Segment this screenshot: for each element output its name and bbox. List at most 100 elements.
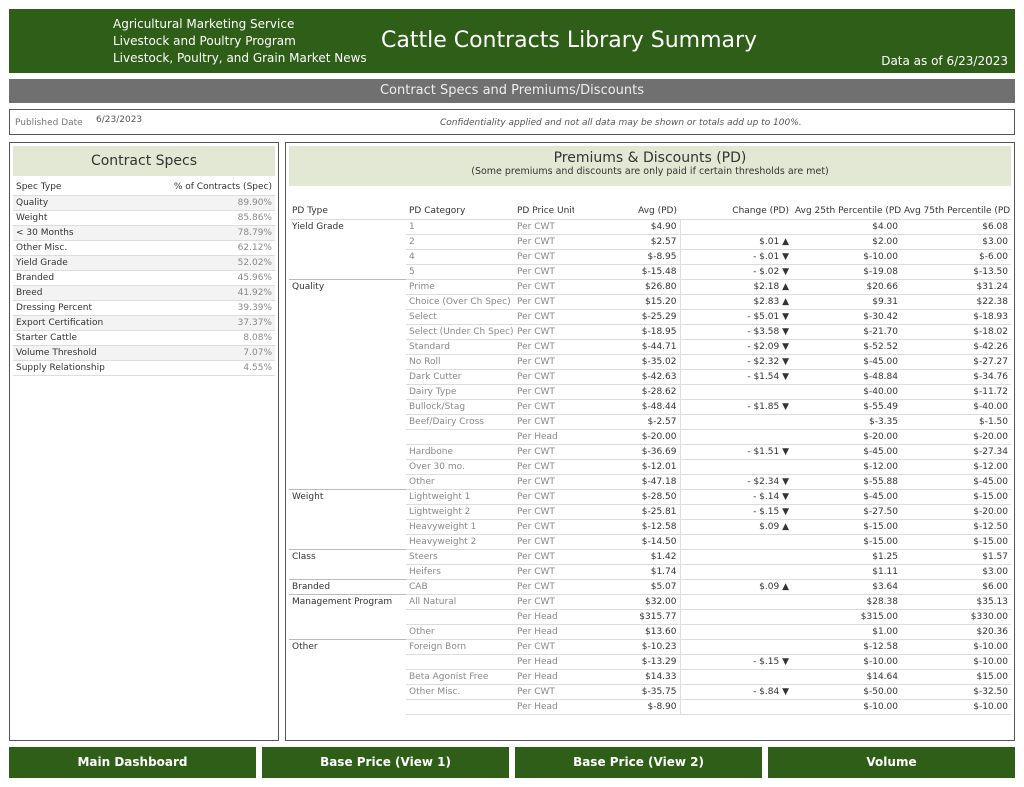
subtitle-bar: Contract Specs and Premiums/Discounts — [9, 79, 1015, 103]
pd-category: Prime — [406, 278, 514, 295]
spec-pct: 62.12% — [153, 240, 275, 256]
change — [680, 564, 792, 580]
pd-row: 4 Per CWT $-8.95- $.01 ▼ $-10.00 $-6.00 — [289, 249, 1011, 265]
published-date: 6/23/2023 — [96, 115, 143, 125]
column-header: Avg 75th Percentile (PD) — [901, 204, 1011, 220]
change — [680, 638, 792, 655]
p25: $-15.00 — [792, 534, 901, 550]
p75: $-1.50 — [901, 414, 1011, 430]
pd-type — [289, 249, 406, 264]
pd-category — [406, 654, 514, 670]
pd-category: Heavyweight 1 — [406, 519, 514, 535]
p25: $1.00 — [792, 624, 901, 640]
spec-row: Other Misc. 62.12% — [13, 240, 275, 256]
change: - $1.51 ▼ — [680, 444, 792, 460]
pd-type: Weight — [289, 488, 406, 504]
avg: $-12.58 — [574, 519, 681, 535]
contract-specs-panel: Contract Specs Spec Type% of Contracts (… — [9, 142, 279, 741]
pd-row: Weight Lightweight 1 Per CWT $-28.50- $.14 … — [289, 488, 1011, 505]
spec-row: Branded 45.96% — [13, 270, 275, 286]
change — [680, 624, 792, 640]
pd-unit: Per CWT — [514, 459, 574, 475]
pd-unit: Per CWT — [514, 264, 574, 280]
p75: $31.24 — [901, 278, 1011, 295]
change: - $.14 ▼ — [680, 488, 792, 505]
pd-category: Standard — [406, 339, 514, 355]
p75: $-10.00 — [901, 699, 1011, 715]
pd-row: Per Head $-20.00 $-20.00 $-20.00 — [289, 429, 1011, 445]
change: - $5.01 ▼ — [680, 309, 792, 325]
pd-category: Hardbone — [406, 444, 514, 460]
header: Agricultural Marketing Service Livestock… — [9, 9, 1015, 73]
panel-title: Premiums & Discounts (PD) — [553, 150, 747, 166]
pd-category: Select — [406, 309, 514, 325]
change: - $.15 ▼ — [680, 504, 792, 520]
change — [680, 414, 792, 430]
pd-row: Per Head $-8.90 $-10.00 $-10.00 — [289, 699, 1011, 715]
pd-unit: Per CWT — [514, 309, 574, 325]
change — [680, 548, 792, 565]
panel-title: Contract Specs — [13, 146, 275, 176]
pd-row: Select Per CWT $-25.29- $5.01 ▼ $-30.42 $-18… — [289, 309, 1011, 325]
spec-row: < 30 Months 78.79% — [13, 225, 275, 241]
change: - $.84 ▼ — [680, 684, 792, 700]
spec-pct: 78.79% — [153, 225, 275, 241]
pd-type — [289, 324, 406, 339]
pd-category: Bullock/Stag — [406, 399, 514, 415]
pd-type: Other — [289, 638, 406, 654]
pd-unit: Per CWT — [514, 339, 574, 355]
avg: $1.74 — [574, 564, 681, 580]
avg: $-42.63 — [574, 369, 681, 385]
nav-button[interactable]: Base Price (View 1) — [262, 747, 509, 778]
pd-type — [289, 309, 406, 324]
pd-unit: Per Head — [514, 699, 574, 715]
spec-type: Supply Relationship — [13, 360, 153, 376]
spec-pct: 89.90% — [153, 195, 275, 211]
pd-category: 2 — [406, 234, 514, 250]
pd-row: Beef/Dairy Cross Per CWT $-2.57 $-3.35 $-1.5… — [289, 414, 1011, 430]
change: $.01 ▲ — [680, 234, 792, 250]
org-line: Livestock, Poultry, and Grain Market New… — [113, 51, 367, 65]
p75: $-32.50 — [901, 684, 1011, 700]
p25: $-21.70 — [792, 324, 901, 340]
nav-button[interactable]: Base Price (View 2) — [515, 747, 762, 778]
p75: $-20.00 — [901, 504, 1011, 520]
spec-type: Dressing Percent — [13, 300, 153, 316]
pd-type — [289, 684, 406, 699]
avg: $5.07 — [574, 578, 681, 595]
nav-button[interactable]: Main Dashboard — [9, 747, 256, 778]
avg: $2.57 — [574, 234, 681, 250]
p75: $-40.00 — [901, 399, 1011, 415]
p25: $-55.88 — [792, 474, 901, 490]
pd-type — [289, 504, 406, 519]
pd-type — [289, 339, 406, 354]
change — [680, 609, 792, 625]
spec-pct: 4.55% — [153, 360, 275, 376]
column-header: PD Price Unit — [514, 204, 574, 220]
spec-type: Other Misc. — [13, 240, 153, 256]
spec-row: Supply Relationship 4.55% — [13, 360, 275, 376]
avg: $32.00 — [574, 593, 681, 610]
p75: $-6.00 — [901, 249, 1011, 265]
avg: $-18.95 — [574, 324, 681, 340]
p75: $330.00 — [901, 609, 1011, 625]
nav-button[interactable]: Volume — [768, 747, 1015, 778]
change: - $1.85 ▼ — [680, 399, 792, 415]
premiums-panel: Premiums & Discounts (PD) (Some premiums… — [285, 142, 1015, 741]
column-header: PD Type — [289, 204, 406, 220]
spec-pct: 37.37% — [153, 315, 275, 331]
pd-type — [289, 699, 406, 714]
avg: $-28.62 — [574, 384, 681, 400]
spec-pct: 39.39% — [153, 300, 275, 316]
pd-row: Select (Under Ch Spec) Per CWT $-18.95- $3… — [289, 324, 1011, 340]
pd-type — [289, 534, 406, 549]
p75: $-15.00 — [901, 534, 1011, 550]
pd-type — [289, 609, 406, 624]
avg: $-25.29 — [574, 309, 681, 325]
change — [680, 669, 792, 685]
avg: $-36.69 — [574, 444, 681, 460]
note: Confidentiality applied and not all data… — [440, 118, 802, 128]
spec-pct: 45.96% — [153, 270, 275, 286]
change: - $2.09 ▼ — [680, 339, 792, 355]
column-header: Change (PD) — [680, 204, 792, 220]
